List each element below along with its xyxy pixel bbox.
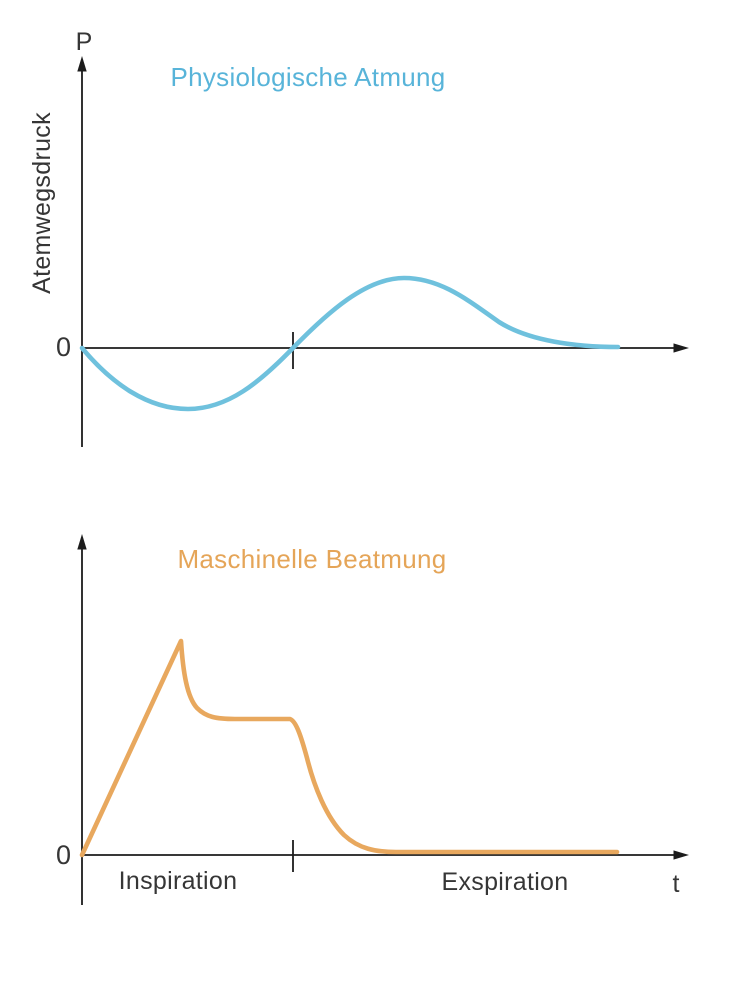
bottom-chart-title: Maschinelle Beatmung <box>177 544 446 574</box>
bottom-zero-label: 0 <box>56 840 71 870</box>
bottom-y-axis-arrowhead-icon <box>77 534 87 550</box>
top-y-axis-arrowhead-icon <box>77 56 87 72</box>
inspiration-phase-label: Inspiration <box>119 867 238 895</box>
top-zero-label: 0 <box>56 332 71 362</box>
airway-pressure-axis-label: Atemwegsdruck <box>28 112 56 294</box>
bottom-x-axis-arrowhead-icon <box>673 850 689 860</box>
top-chart-title: Physiologische Atmung <box>170 62 445 92</box>
time-axis-symbol: t <box>673 870 680 898</box>
physiological-pressure-curve <box>79 275 621 412</box>
mechanical-pressure-curve <box>79 638 620 858</box>
mechanical-chart: Maschinelle Beatmung 0 Inspiration Exspi… <box>56 534 689 905</box>
exspiration-phase-label: Exspiration <box>442 868 569 896</box>
top-x-axis-arrowhead-icon <box>673 343 689 353</box>
pressure-axis-symbol: P <box>76 28 93 56</box>
physiological-chart: P Physiologische Atmung Atemwegsdruck 0 <box>28 28 689 447</box>
